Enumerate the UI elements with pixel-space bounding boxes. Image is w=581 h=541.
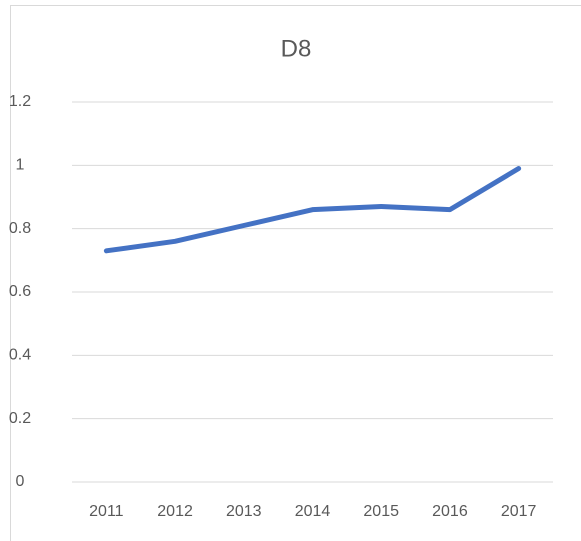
x-tick-label: 2015 [363, 503, 399, 520]
x-tick-label: 2014 [295, 503, 331, 520]
data-line [103, 166, 522, 254]
chart-frame [10, 5, 581, 541]
x-tick-label: 2017 [501, 503, 537, 520]
chart-title: D8 [281, 35, 312, 62]
y-tick-label: 0.4 [9, 347, 31, 364]
x-tick-label: 2011 [89, 503, 124, 520]
y-tick-label: 0.2 [9, 410, 31, 427]
y-tick-label: 0.6 [9, 283, 31, 300]
y-tick-label: 1 [16, 157, 25, 174]
y-tick-label: 1.2 [9, 93, 31, 110]
y-tick-label: 0.8 [9, 220, 31, 237]
x-tick-label: 2016 [432, 503, 468, 520]
y-tick-label: 0 [16, 473, 25, 490]
x-tick-label: 2013 [226, 503, 262, 520]
x-tick-label: 2012 [157, 503, 193, 520]
